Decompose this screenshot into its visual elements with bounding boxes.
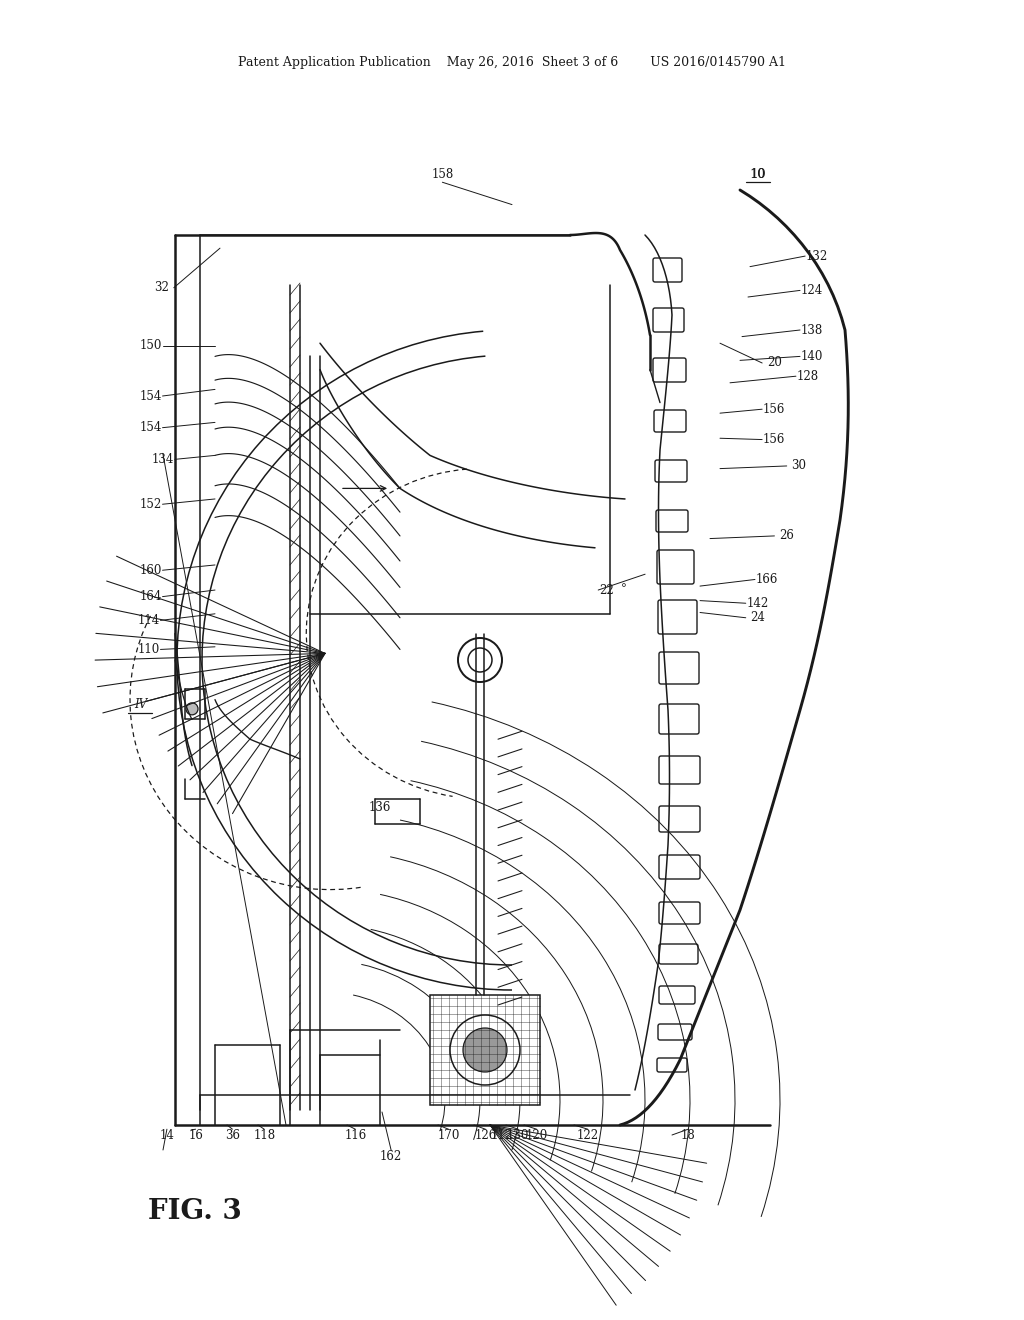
Circle shape: [463, 1028, 507, 1072]
Text: 122: 122: [577, 1129, 599, 1142]
Text: 162: 162: [380, 1150, 402, 1163]
Text: 138: 138: [801, 323, 823, 337]
Text: 30: 30: [792, 459, 806, 473]
Text: 154: 154: [139, 421, 162, 434]
Text: 136: 136: [369, 801, 391, 814]
Text: 14: 14: [160, 1129, 174, 1142]
Text: 158: 158: [431, 168, 454, 181]
Text: 26: 26: [779, 529, 794, 543]
Text: 150: 150: [139, 339, 162, 352]
Text: 10: 10: [751, 168, 765, 181]
Text: 24: 24: [751, 611, 765, 624]
Text: 16: 16: [188, 1129, 203, 1142]
Text: 32: 32: [155, 281, 169, 294]
Text: 120: 120: [525, 1129, 548, 1142]
Text: 126: 126: [474, 1129, 497, 1142]
Text: 170: 170: [437, 1129, 460, 1142]
Text: Patent Application Publication    May 26, 2016  Sheet 3 of 6        US 2016/0145: Patent Application Publication May 26, 2…: [238, 55, 786, 69]
Text: 36: 36: [225, 1129, 240, 1142]
Text: 114: 114: [137, 614, 160, 627]
Text: 112: 112: [490, 1129, 513, 1142]
Text: 156: 156: [763, 403, 785, 416]
Text: 18: 18: [681, 1129, 695, 1142]
Text: 160: 160: [139, 564, 162, 577]
Text: 110: 110: [137, 643, 160, 656]
Text: 156: 156: [763, 433, 785, 446]
Text: 20: 20: [767, 356, 781, 370]
Text: 164: 164: [139, 590, 162, 603]
Text: 130: 130: [507, 1129, 529, 1142]
Text: IV: IV: [134, 698, 146, 711]
Text: 142: 142: [746, 597, 769, 610]
Text: 128: 128: [797, 370, 819, 383]
Text: 124: 124: [801, 284, 823, 297]
Text: 134: 134: [152, 453, 174, 466]
Text: 22: 22: [599, 583, 613, 597]
Text: 154: 154: [139, 389, 162, 403]
Text: 152: 152: [139, 498, 162, 511]
Text: °: °: [622, 583, 627, 597]
Text: 166: 166: [756, 573, 778, 586]
Text: 118: 118: [253, 1129, 275, 1142]
Text: FIG. 3: FIG. 3: [148, 1199, 243, 1225]
Text: 10: 10: [750, 168, 766, 181]
Circle shape: [186, 702, 198, 715]
Text: 132: 132: [806, 249, 828, 263]
Text: 116: 116: [344, 1129, 367, 1142]
Text: 140: 140: [801, 350, 823, 363]
Bar: [430, 995, 540, 1105]
